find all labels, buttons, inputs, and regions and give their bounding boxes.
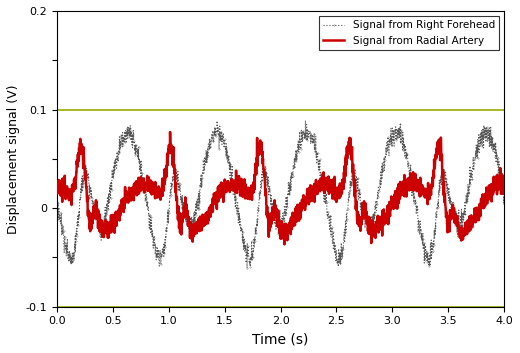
Line: Signal from Right Forehead: Signal from Right Forehead (57, 120, 504, 268)
Signal from Right Forehead (488, 146, 495, 150)
Signal from Radial Artery (407, 186, 413, 190)
Signal from Right Forehead (488, 138, 495, 142)
Signal from Right Forehead (76, 196, 83, 201)
Legend: Signal from Right Forehead, Signal from Radial Artery: Signal from Right Forehead, Signal from … (319, 16, 499, 50)
Line: Signal from Radial Artery: Signal from Radial Artery (57, 132, 504, 244)
X-axis label: Time (s): Time (s) (252, 332, 309, 346)
Signal from Right Forehead (302, 118, 308, 122)
Signal from Radial Artery (76, 151, 83, 155)
Y-axis label: Displacement signal (V): Displacement signal (V) (7, 84, 20, 234)
Signal from Radial Artery (281, 242, 288, 246)
Signal from Radial Artery (259, 162, 266, 166)
Signal from Radial Artery (501, 180, 508, 184)
Signal from Right Forehead (271, 222, 278, 226)
Signal from Right Forehead (501, 203, 508, 208)
Signal from Right Forehead (259, 166, 266, 170)
Signal from Radial Artery (488, 191, 495, 195)
Signal from Radial Artery (271, 198, 278, 202)
Signal from Radial Artery (54, 185, 60, 189)
Signal from Radial Artery (488, 199, 495, 204)
Signal from Right Forehead (244, 266, 250, 270)
Signal from Right Forehead (54, 202, 60, 206)
Signal from Radial Artery (167, 130, 173, 134)
Signal from Right Forehead (407, 171, 413, 175)
